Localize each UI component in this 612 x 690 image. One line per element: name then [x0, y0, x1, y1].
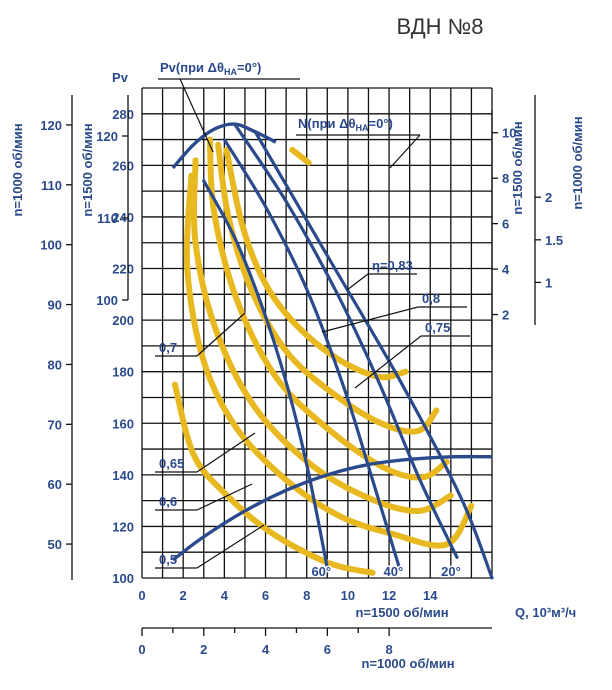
blade-angle-label: 60°: [311, 564, 331, 579]
x-axis-1000-label: n=1000 об/мин: [361, 656, 454, 671]
efficiency-leader-line: [196, 524, 265, 569]
efficiency-label: 0,65: [159, 456, 184, 471]
left-axis-1000-label: n=1000 об/мин: [10, 123, 25, 216]
efficiency-curve: [183, 172, 475, 549]
power-leader-line: [389, 134, 421, 169]
efficiency-leader-line: [346, 273, 369, 291]
efficiency-curve: [171, 381, 376, 576]
blade-angle-curve: [222, 137, 401, 570]
x-axis-1500-label: n=1500 об/мин: [355, 605, 448, 620]
x-tick-label-1500: 0: [138, 588, 145, 603]
y-axis-title: Pv: [112, 70, 129, 85]
left-axis-1000-tick-label: 90: [48, 298, 62, 313]
chart-title: ВДН №8: [397, 14, 484, 39]
efficiency-label: η=0,83: [372, 258, 413, 273]
x-tick-label-1000: 0: [138, 642, 145, 657]
right-axis-1500-tick-label: 2: [502, 308, 509, 323]
left-axis-1500-tick-label: 120: [96, 129, 118, 144]
x-tick-label-1500: 12: [382, 588, 396, 603]
blade-angle-curve: [253, 130, 494, 580]
x-tick-label-1500: 6: [262, 588, 269, 603]
left-axis-1000-tick-label: 50: [48, 537, 62, 552]
x-tick-label-1500: 14: [423, 588, 438, 603]
blade-angle-curve: [233, 122, 459, 559]
efficiency-label: 0,75: [425, 320, 450, 335]
left-axis-1000-tick-label: 100: [40, 238, 62, 253]
left-axis-1000-tick-label: 80: [48, 357, 62, 372]
efficiency-curve: [191, 157, 454, 514]
x-tick-label-1500: 10: [341, 588, 355, 603]
efficiency-label: 0,6: [159, 494, 177, 509]
blade-angle-curve: [202, 179, 329, 570]
efficiency-curve: [223, 146, 409, 381]
right-axis-1000-tick-label: 2: [545, 190, 552, 205]
right-axis-1000-tick-label: 1.5: [545, 233, 563, 248]
left-axis-1500-label: n=1500 об/мин: [80, 123, 95, 216]
efficiency-leader-line: [321, 306, 419, 333]
y-tick-label: 160: [112, 416, 134, 431]
efficiency-label: 0,7: [159, 340, 177, 355]
efficiency-leader-line: [196, 483, 253, 511]
y-tick-label: 140: [112, 468, 134, 483]
x-axis-title: Q, 10³м³/ч: [515, 605, 576, 620]
left-axis-1000-tick-label: 110: [41, 178, 62, 193]
right-axis-1000-label: n=1000 об/мин: [570, 116, 585, 209]
right-axis-1500-tick-label: 10: [502, 126, 516, 141]
y-tick-label: 260: [112, 158, 134, 173]
blade-angle-label: 40°: [384, 564, 404, 579]
x-tick-label-1500: 8: [303, 588, 310, 603]
power-curve-label: N(при ΔθНА=0°): [298, 116, 393, 133]
left-axis-1000-tick-label: 70: [48, 417, 62, 432]
y-tick-label: 100: [112, 571, 134, 586]
pv-envelope-curve: [171, 122, 277, 170]
efficiency-leader-line: [196, 312, 246, 357]
x-tick-label-1000: 4: [262, 642, 270, 657]
efficiency-leader-line: [354, 335, 422, 389]
left-axis-1000-tick-label: 120: [40, 118, 62, 133]
right-axis-1500-label: n=1500 об/мин: [510, 121, 525, 214]
x-tick-label-1000: 2: [200, 642, 207, 657]
power-curve: [171, 454, 493, 562]
pv-leader-line: [179, 78, 214, 153]
right-axis-1000-tick-label: 1: [545, 275, 552, 290]
left-axis-1000-tick-label: 60: [48, 477, 62, 492]
efficiency-label: 0,8: [422, 291, 440, 306]
efficiency-leader-line: [196, 432, 256, 473]
blade-angle-label: 20°: [441, 564, 461, 579]
efficiency-label: 0,5: [159, 552, 177, 567]
left-axis-1500-tick-label: 110: [97, 211, 118, 226]
x-tick-label-1500: 2: [180, 588, 187, 603]
right-axis-1500-tick-label: 6: [502, 217, 509, 232]
x-tick-label-1000: 8: [386, 642, 393, 657]
y-tick-label: 120: [112, 519, 134, 534]
efficiency-curve: [215, 141, 440, 435]
y-tick-label: 200: [112, 313, 134, 328]
efficiency-curve: [289, 146, 312, 166]
left-axis-1500-tick-label: 100: [96, 293, 118, 308]
x-tick-label-1500: 4: [221, 588, 229, 603]
right-axis-1500-tick-label: 8: [502, 171, 509, 186]
x-tick-label-1000: 6: [324, 642, 331, 657]
right-axis-1500-tick-label: 4: [502, 262, 510, 277]
pv-curve-label: Pv(при ΔθНА=0°): [160, 60, 261, 77]
y-tick-label: 180: [112, 365, 134, 380]
y-tick-label: 280: [112, 107, 134, 122]
y-tick-label: 220: [112, 262, 134, 277]
